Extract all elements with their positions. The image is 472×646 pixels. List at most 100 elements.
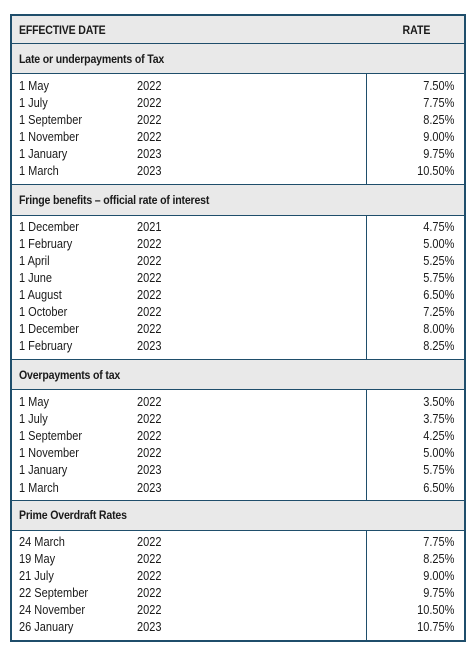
rate-value: 5.00%: [422, 446, 454, 460]
table-row: 1 September 2022 8.25%: [12, 113, 464, 130]
table-header: EFFECTIVE DATE RATE: [12, 16, 464, 44]
effective-year: 2022: [137, 322, 162, 336]
table-row: 1 February 2023 8.25%: [12, 339, 464, 356]
table-row: 1 March 2023 10.50%: [12, 164, 464, 181]
section-title-band: Fringe benefits – official rate of inter…: [12, 185, 464, 216]
effective-date: 24 November: [19, 603, 86, 617]
rate-value: 6.50%: [422, 481, 454, 495]
column-divider: [366, 16, 367, 640]
rate-value: 3.50%: [422, 395, 454, 409]
table-row: 1 September 2022 4.25%: [12, 429, 464, 446]
rate-value: 7.75%: [422, 535, 454, 549]
rate-value: 5.75%: [422, 463, 454, 477]
table-row: 1 June 2022 5.75%: [12, 271, 464, 288]
rate-value: 5.25%: [422, 254, 454, 268]
section-title: Overpayments of tax: [19, 368, 121, 382]
table-row: 22 September 2022 9.75%: [12, 586, 464, 603]
effective-year: 2022: [137, 79, 162, 93]
table-row: 19 May 2022 8.25%: [12, 552, 464, 569]
rate-value: 4.75%: [422, 220, 454, 234]
effective-year: 2022: [137, 603, 162, 617]
rate-value: 9.75%: [422, 147, 454, 161]
table-row: 24 November 2022 10.50%: [12, 603, 464, 620]
table-row: 1 November 2022 5.00%: [12, 446, 464, 463]
effective-date: 24 March: [19, 535, 65, 549]
effective-year: 2022: [137, 113, 162, 127]
table-row: 1 May 2022 3.50%: [12, 395, 464, 412]
table-row: 1 August 2022 6.50%: [12, 288, 464, 305]
effective-date: 1 February: [19, 339, 73, 353]
rate-value: 10.50%: [416, 164, 454, 178]
effective-date: 1 July: [19, 412, 48, 426]
rates-table: EFFECTIVE DATE RATE Late or underpayment…: [10, 14, 466, 642]
rate-value: 8.25%: [422, 552, 454, 566]
effective-year: 2022: [137, 535, 162, 549]
effective-date: 1 January: [19, 147, 68, 161]
effective-year: 2023: [137, 463, 162, 477]
effective-year: 2022: [137, 237, 162, 251]
effective-date: 1 March: [19, 164, 59, 178]
effective-date: 1 September: [19, 113, 82, 127]
effective-date: 1 November: [19, 446, 79, 460]
effective-year: 2023: [137, 481, 162, 495]
table-row: 1 May 2022 7.50%: [12, 79, 464, 96]
table-row: 1 January 2023 9.75%: [12, 147, 464, 164]
effective-year: 2023: [137, 620, 162, 634]
rate-value: 9.00%: [422, 130, 454, 144]
effective-date: 21 July: [19, 569, 54, 583]
section-title: Prime Overdraft Rates: [19, 508, 127, 522]
effective-year: 2023: [137, 164, 162, 178]
rate-value: 8.25%: [422, 339, 454, 353]
effective-date: 22 September: [19, 586, 89, 600]
effective-date: 1 April: [19, 254, 50, 268]
effective-date: 26 January: [19, 620, 74, 634]
section-title-band: Late or underpayments of Tax: [12, 44, 464, 74]
effective-date: 1 May: [19, 395, 49, 409]
effective-year: 2022: [137, 395, 162, 409]
table-row: 1 December 2021 4.75%: [12, 220, 464, 237]
effective-year: 2022: [137, 130, 162, 144]
rate-value: 10.75%: [416, 620, 454, 634]
section-title-band: Prime Overdraft Rates: [12, 501, 464, 531]
rate-value: 3.75%: [422, 412, 454, 426]
effective-date: 1 February: [19, 237, 73, 251]
rate-value: 7.25%: [422, 305, 454, 319]
section-title: Late or underpayments of Tax: [19, 52, 165, 66]
section-divider: [12, 184, 464, 185]
effective-year: 2022: [137, 586, 162, 600]
table-row: 1 July 2022 3.75%: [12, 412, 464, 429]
effective-date: 1 June: [19, 271, 53, 285]
effective-year: 2022: [137, 96, 162, 110]
effective-year: 2023: [137, 339, 162, 353]
effective-date: 1 December: [19, 322, 79, 336]
table-row: 1 March 2023 6.50%: [12, 481, 464, 498]
effective-date: 1 May: [19, 79, 49, 93]
table-row: 1 December 2022 8.00%: [12, 322, 464, 339]
effective-year: 2022: [137, 254, 162, 268]
effective-year: 2022: [137, 429, 162, 443]
rate-value: 9.00%: [422, 569, 454, 583]
rate-value: 9.75%: [422, 586, 454, 600]
section-divider: [12, 359, 464, 360]
effective-year: 2021: [137, 220, 162, 234]
rate-header: RATE: [402, 23, 431, 37]
table-row: 1 November 2022 9.00%: [12, 130, 464, 147]
section-title: Fringe benefits – official rate of inter…: [19, 193, 210, 207]
table-row: 1 February 2022 5.00%: [12, 237, 464, 254]
rate-value: 5.00%: [422, 237, 454, 251]
table-row: 1 July 2022 7.75%: [12, 96, 464, 113]
table-row: 24 March 2022 7.75%: [12, 535, 464, 552]
effective-year: 2022: [137, 552, 162, 566]
rate-value: 10.50%: [416, 603, 454, 617]
effective-date: 1 August: [19, 288, 62, 302]
rate-value: 8.00%: [422, 322, 454, 336]
rate-value: 7.50%: [422, 79, 454, 93]
rate-value: 8.25%: [422, 113, 454, 127]
effective-date: 1 December: [19, 220, 79, 234]
effective-year: 2022: [137, 412, 162, 426]
table-row: 1 October 2022 7.25%: [12, 305, 464, 322]
effective-date: 1 October: [19, 305, 68, 319]
table-row: 1 April 2022 5.25%: [12, 254, 464, 271]
effective-date: 1 July: [19, 96, 48, 110]
effective-year: 2022: [137, 569, 162, 583]
